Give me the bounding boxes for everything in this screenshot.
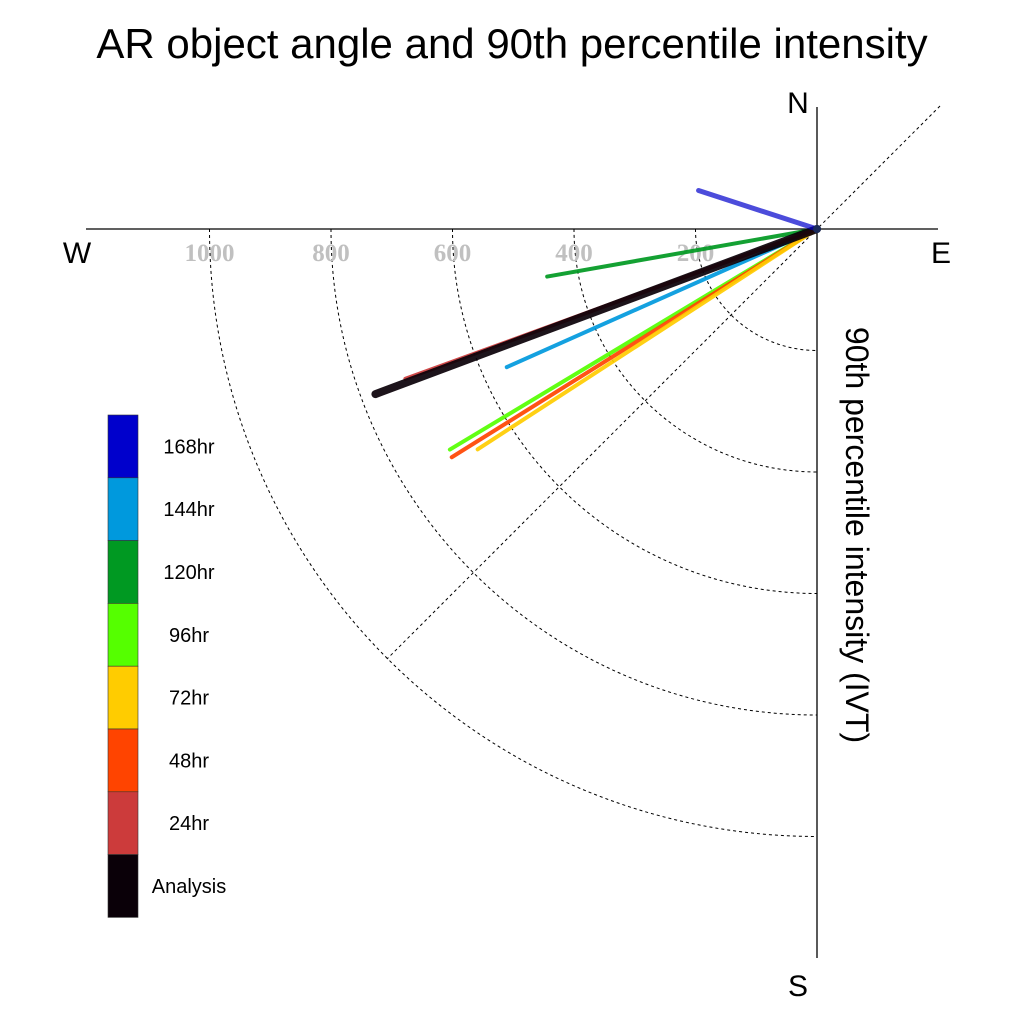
legend-label-24hr: 24hr: [169, 813, 209, 835]
legend-label-analysis: Analysis: [152, 876, 226, 898]
legend-label-96hr: 96hr: [169, 625, 209, 647]
legend-label-48hr: 48hr: [169, 750, 209, 772]
grid-ring-4: [209, 228, 818, 837]
legend-swatch-144hr: [107, 477, 139, 541]
east-label: E: [931, 237, 951, 270]
legend-swatch-48hr: [107, 728, 139, 793]
legend-swatch-analysis: [107, 854, 139, 918]
legend-swatch-96hr: [107, 603, 139, 667]
legend-swatch-168hr: [107, 414, 139, 479]
chart-title: AR object angle and 90th percentile inte…: [96, 20, 927, 67]
grid-ring-3: [330, 228, 818, 716]
vector-120hr: [545, 227, 819, 279]
legend-swatch-120hr: [107, 540, 139, 604]
radial-tick-600: 600: [434, 240, 472, 267]
origin-point: [813, 225, 821, 233]
grid-ring-0: [695, 228, 818, 351]
grid-ring-2: [452, 228, 818, 594]
north-label: N: [787, 87, 809, 120]
legend-label-168hr: 168hr: [163, 436, 214, 458]
south-label: S: [788, 970, 808, 1003]
vector-series: [371, 188, 821, 460]
colorbar-legend: 168hr 144hr 120hr 96hr 72hr 48hr 24hr Analysis: [107, 414, 226, 918]
legend-label-120hr: 120hr: [163, 562, 214, 584]
y-axis-label: 90th percentile intensity (IVT): [839, 327, 875, 743]
legend-swatch-24hr: [107, 791, 139, 855]
west-label: W: [63, 237, 92, 270]
vector-analysis: [371, 225, 821, 399]
radial-tick-1000: 1000: [185, 240, 235, 267]
diagonal-reference-line: [386, 105, 941, 660]
vector-168hr: [696, 188, 820, 232]
vector-72hr: [475, 227, 819, 452]
radial-tick-400: 400: [555, 240, 593, 267]
polar-grid: [209, 105, 941, 837]
legend-label-144hr: 144hr: [163, 499, 214, 521]
legend-label-72hr: 72hr: [169, 688, 209, 710]
grid-ring-1: [573, 228, 818, 473]
legend-swatch-72hr: [107, 665, 139, 730]
radial-tick-800: 800: [312, 240, 350, 267]
